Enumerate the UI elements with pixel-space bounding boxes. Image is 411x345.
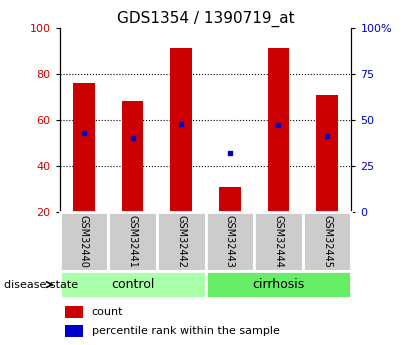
Bar — [65, 325, 83, 337]
Text: GSM32443: GSM32443 — [225, 215, 235, 268]
FancyBboxPatch shape — [206, 212, 254, 271]
FancyBboxPatch shape — [108, 212, 157, 271]
Text: GSM32445: GSM32445 — [322, 215, 332, 268]
Text: cirrhosis: cirrhosis — [252, 278, 305, 291]
Text: disease state: disease state — [4, 280, 78, 289]
Text: GSM32444: GSM32444 — [273, 215, 284, 268]
Bar — [268, 48, 289, 212]
FancyBboxPatch shape — [60, 212, 108, 271]
Text: control: control — [111, 278, 154, 291]
Bar — [122, 101, 143, 212]
FancyBboxPatch shape — [303, 212, 351, 271]
Text: count: count — [92, 307, 123, 317]
Text: percentile rank within the sample: percentile rank within the sample — [92, 326, 279, 336]
Text: GSM32440: GSM32440 — [79, 215, 89, 268]
Point — [81, 130, 87, 136]
Point — [178, 121, 185, 126]
FancyBboxPatch shape — [206, 271, 351, 298]
Bar — [170, 48, 192, 212]
Bar — [316, 95, 338, 212]
Bar — [73, 83, 95, 212]
Point — [226, 150, 233, 156]
Point — [129, 136, 136, 141]
Point — [324, 134, 330, 139]
Text: GSM32442: GSM32442 — [176, 215, 186, 268]
FancyBboxPatch shape — [157, 212, 206, 271]
Text: GSM32441: GSM32441 — [127, 215, 138, 268]
Bar — [65, 306, 83, 317]
Point — [275, 123, 282, 128]
FancyBboxPatch shape — [254, 212, 303, 271]
Bar — [219, 187, 241, 212]
FancyBboxPatch shape — [60, 271, 206, 298]
Text: GDS1354 / 1390719_at: GDS1354 / 1390719_at — [117, 10, 294, 27]
